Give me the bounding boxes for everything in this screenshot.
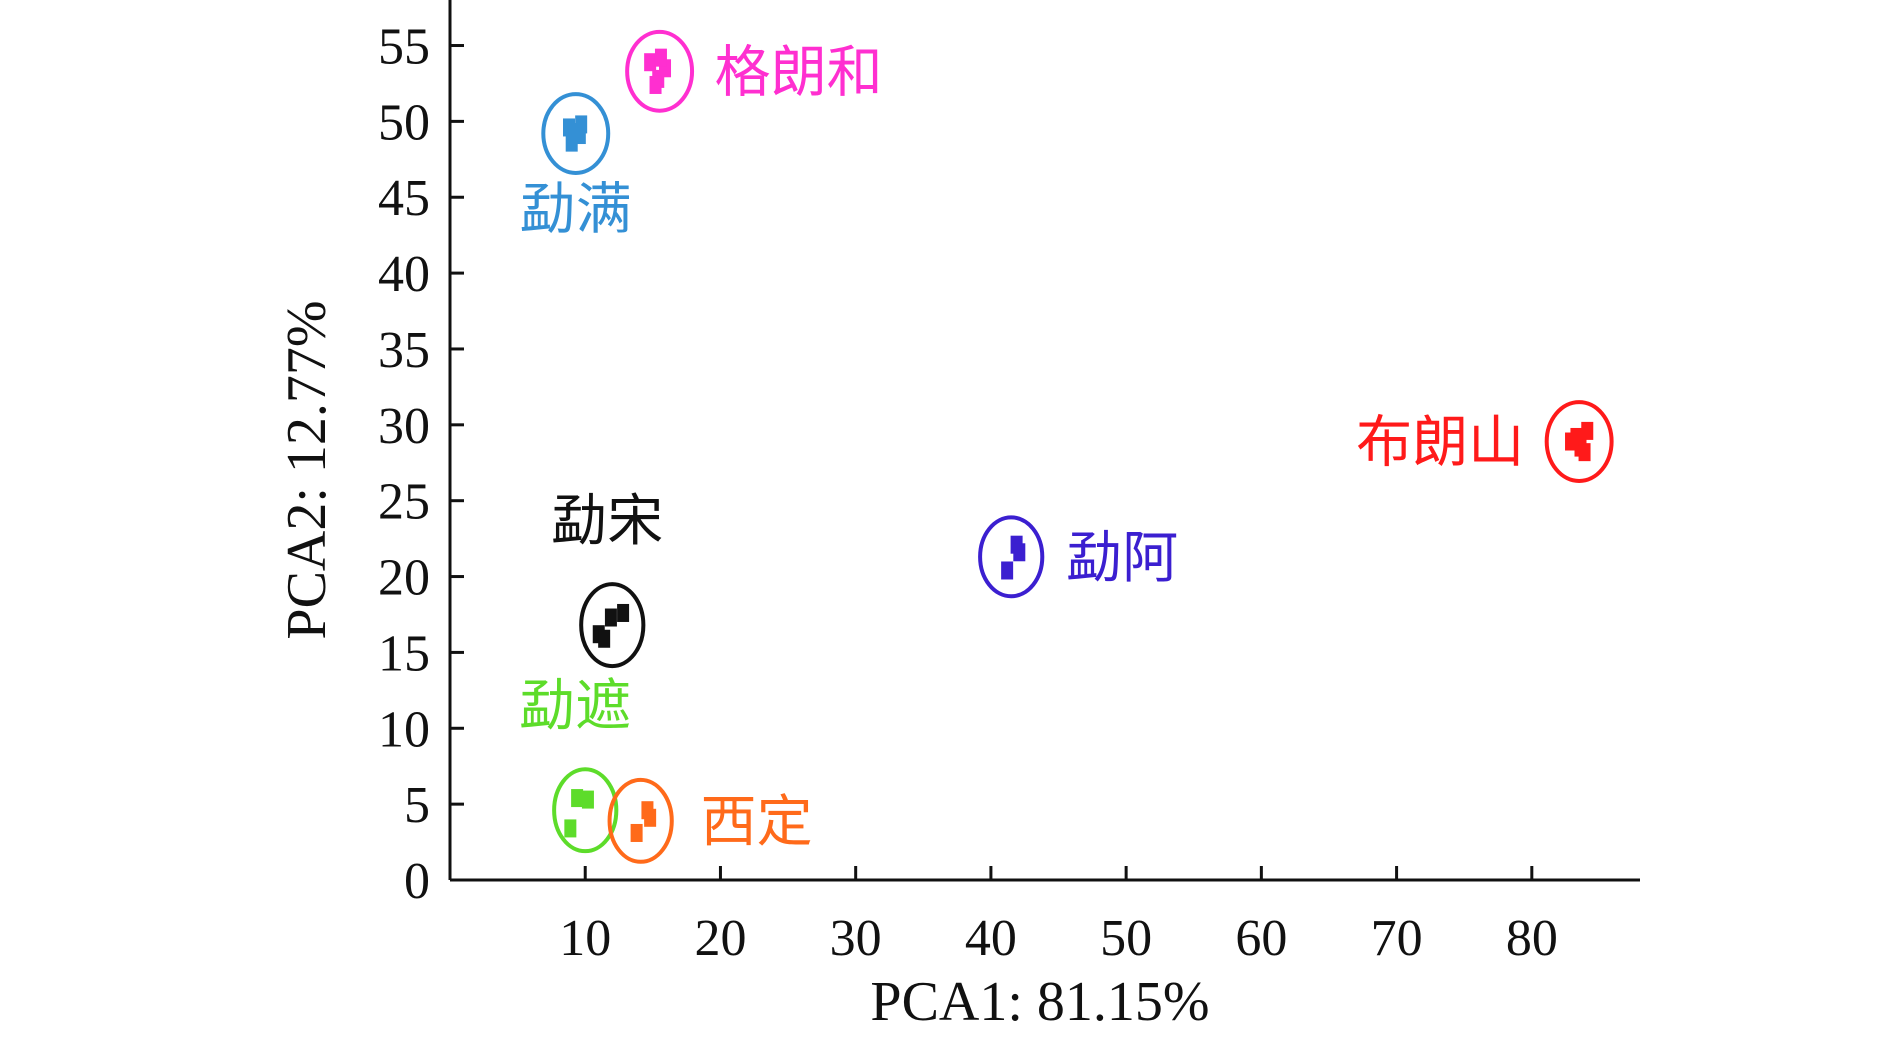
y-tick-label: 35 [378, 322, 430, 379]
data-point [1001, 561, 1014, 580]
confidence-ellipse [978, 515, 1045, 599]
x-tick-label: 30 [830, 910, 882, 967]
y-tick-label: 0 [404, 853, 430, 910]
data-point [644, 53, 657, 72]
data-point [598, 629, 611, 648]
data-point [581, 790, 594, 809]
group-label: 勐宋 [551, 491, 663, 553]
confidence-ellipse [1544, 400, 1614, 483]
x-tick-label: 70 [1371, 910, 1423, 967]
y-tick-label: 15 [378, 625, 430, 682]
y-tick-label: 55 [378, 19, 430, 76]
group-西定 [607, 777, 674, 864]
y-tick-label: 40 [378, 246, 430, 303]
confidence-ellipse [541, 92, 611, 175]
confidence-ellipse [625, 29, 695, 113]
data-point [564, 819, 577, 838]
x-tick-label: 40 [965, 910, 1017, 967]
y-tick-label: 10 [378, 701, 430, 758]
data-point [1581, 421, 1594, 440]
y-tick-label: 5 [404, 777, 430, 834]
confidence-ellipse [607, 777, 674, 864]
x-tick-label: 60 [1235, 910, 1287, 967]
group-label: 勐阿 [1066, 528, 1178, 590]
x-tick-label: 50 [1100, 910, 1152, 967]
ticks-layer: 10 20 30 40 50 60 70 80 0 5 10 15 20 25 30 35 40 45 50 55 [378, 19, 1558, 967]
x-tick-label: 20 [694, 910, 746, 967]
group-勐阿 [978, 515, 1045, 599]
group-勐宋 [579, 582, 646, 669]
marks-layer [541, 29, 1614, 864]
data-point [1570, 427, 1583, 446]
data-point [644, 808, 657, 827]
data-point [571, 789, 584, 808]
y-tick-label: 20 [378, 550, 430, 607]
confidence-ellipse [552, 767, 619, 854]
group-label: 布朗山 [1356, 413, 1524, 475]
y-tick-label: 25 [378, 474, 430, 531]
group-label: 格朗和 [715, 42, 883, 104]
y-tick-label: 50 [378, 94, 430, 151]
group-勐遮 [552, 767, 619, 854]
data-point [654, 48, 667, 67]
data-point [1578, 443, 1591, 462]
group-label: 勐满 [520, 180, 632, 242]
y-axis-title: PCA2: 12.77% [276, 300, 338, 639]
axes-layer: PCA1: 81.15% PCA2: 12.77% [276, 0, 1640, 1033]
data-point [568, 123, 581, 141]
y-tick-label: 45 [378, 170, 430, 227]
group-格朗和 [625, 29, 695, 113]
group-label: 勐遮 [519, 676, 631, 738]
group-label: 西定 [701, 792, 813, 854]
data-point [617, 603, 630, 622]
data-point [1013, 543, 1026, 562]
data-point [604, 608, 617, 627]
confidence-ellipse [579, 582, 646, 669]
x-tick-label: 10 [559, 910, 611, 967]
group-布朗山 [1544, 400, 1614, 483]
y-tick-label: 30 [378, 398, 430, 455]
x-tick-label: 80 [1506, 910, 1558, 967]
data-point [630, 823, 643, 842]
data-point [649, 75, 662, 94]
group-勐满 [541, 92, 611, 175]
x-axis-title: PCA1: 81.15% [870, 971, 1209, 1033]
